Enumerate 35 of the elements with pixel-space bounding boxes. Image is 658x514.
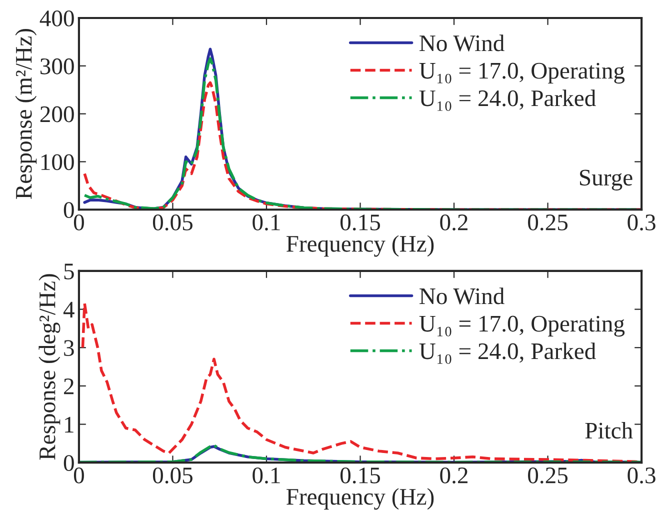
y-tick-label: 0 — [64, 455, 74, 472]
x-axis-title: Frequency (Hz) — [286, 488, 434, 510]
x-tick-label: 0.3 — [628, 214, 656, 231]
y-tick-label: 300 — [40, 58, 74, 74]
y-tick-label: 400 — [40, 10, 74, 26]
legend-label: U₁₀ = 17.0, Operating — [419, 62, 625, 84]
y-axis-title: Response (deg²/Hz) — [38, 274, 60, 460]
legend-label: No Wind — [420, 34, 504, 52]
x-tick-label: 0.05 — [152, 214, 192, 231]
x-tick-label: 0.2 — [440, 214, 468, 231]
y-tick-label: 2 — [64, 378, 74, 394]
x-tick-label: 0.15 — [340, 467, 380, 484]
y-tick-label: 100 — [41, 154, 74, 170]
y-tick-label: 1 — [65, 416, 74, 432]
x-tick-label: 0.1 — [252, 214, 280, 231]
x-tick-label: 0.3 — [628, 467, 656, 484]
x-tick-label: 0.25 — [528, 467, 568, 484]
x-tick-label: 0.05 — [152, 467, 192, 484]
legend-label: No Wind — [420, 288, 504, 304]
x-axis-title: Frequency (Hz) — [286, 235, 434, 257]
y-tick-label: 5 — [64, 264, 74, 280]
x-tick-label: 0.1 — [252, 467, 280, 484]
x-tick-label: 0.25 — [528, 214, 568, 231]
y-tick-label: 3 — [64, 340, 74, 356]
y-tick-label: 4 — [63, 302, 74, 318]
legend-label: U₁₀ = 24.0, Parked — [419, 90, 596, 111]
annotation: Pitch — [585, 422, 633, 439]
y-axis-title: Response (m²/Hz) — [15, 29, 37, 199]
x-tick-label: 0.15 — [340, 214, 380, 231]
annotation: Surge — [580, 170, 632, 190]
x-tick-label: 0.2 — [440, 467, 468, 484]
legend-label: U₁₀ = 24.0, Parked — [419, 342, 596, 364]
y-tick-label: 0 — [64, 202, 74, 218]
legend-label: U₁₀ = 17.0, Operating — [419, 316, 625, 337]
y-tick-label: 200 — [40, 106, 74, 122]
